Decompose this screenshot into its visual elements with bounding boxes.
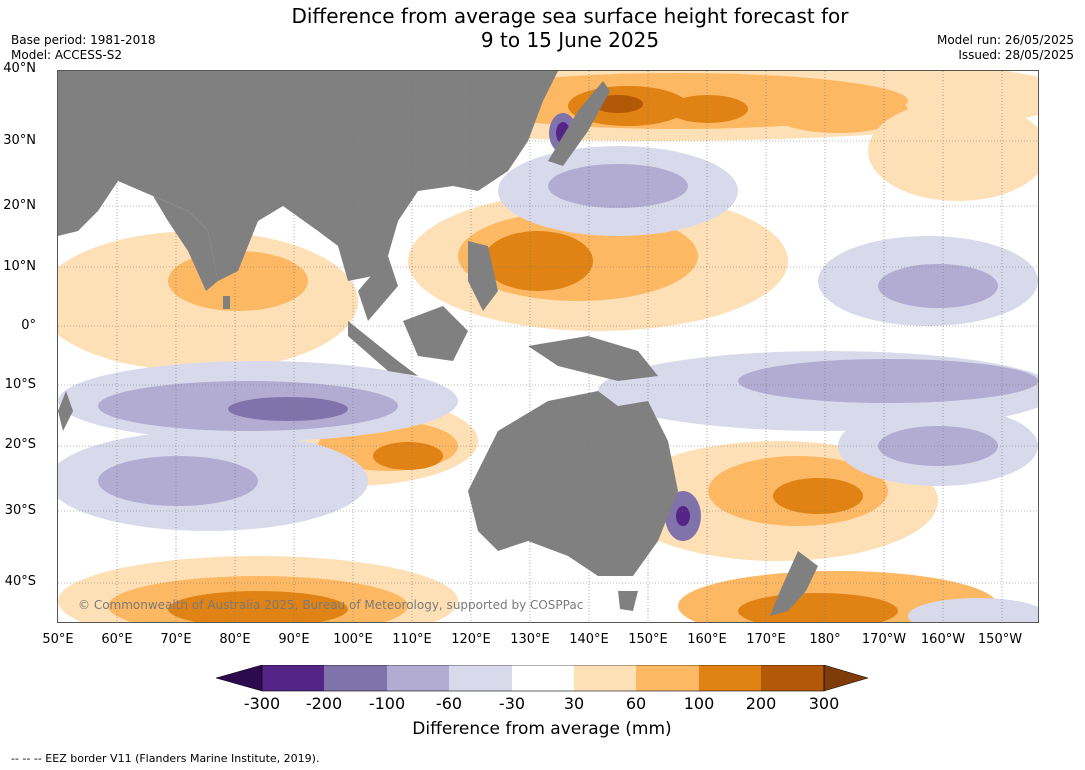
colorbar-swatch bbox=[449, 665, 512, 691]
new-guinea bbox=[528, 336, 658, 381]
lat-label: 20°S bbox=[4, 437, 36, 452]
meta-right: Model run: 26/05/2025 Issued: 28/05/2025 bbox=[937, 33, 1074, 63]
colorbar-title: Difference from average (mm) bbox=[412, 719, 672, 739]
colorbar-swatch bbox=[324, 665, 387, 691]
model-run: Model run: 26/05/2025 bbox=[936, 33, 1074, 47]
philippines bbox=[468, 241, 498, 311]
meta-left: Base period: 1981-2018 Model: ACCESS-S2 bbox=[11, 33, 156, 63]
lat-label: 40°S bbox=[4, 574, 36, 589]
madagascar bbox=[58, 391, 73, 431]
lon-label: 170°E bbox=[746, 632, 786, 647]
sumatra bbox=[348, 321, 418, 376]
lat-label: 40°N bbox=[3, 61, 36, 76]
lon-label: 70°E bbox=[160, 632, 192, 647]
issued-date: Issued: 28/05/2025 bbox=[958, 48, 1074, 62]
title-line-2: 9 to 15 June 2025 bbox=[480, 28, 660, 52]
eez-footnote: -- -- -- EEZ border V11 (Flanders Marine… bbox=[11, 752, 320, 765]
map-title: Difference from average sea surface heig… bbox=[200, 4, 940, 52]
colorbar-low-arrow bbox=[216, 665, 263, 692]
lat-label: 30°N bbox=[3, 133, 36, 148]
colorbar-swatch bbox=[699, 665, 761, 691]
lon-label: 180° bbox=[809, 632, 841, 647]
colorbar bbox=[216, 665, 869, 692]
lon-label: 150°W bbox=[977, 632, 1023, 647]
lon-label: 120°E bbox=[451, 632, 491, 647]
land bbox=[58, 71, 818, 616]
lat-label: 10°N bbox=[3, 259, 36, 274]
india-peninsula bbox=[153, 196, 218, 291]
lon-label: 130°E bbox=[510, 632, 550, 647]
colorbar-tick: -30 bbox=[498, 694, 526, 713]
colorbar-tick: -60 bbox=[435, 694, 463, 713]
indochina bbox=[358, 256, 398, 321]
map-panel bbox=[57, 70, 1039, 623]
colorbar-high-arrow bbox=[823, 665, 869, 692]
colorbar-tick: 100 bbox=[683, 694, 715, 713]
colorbar-swatch bbox=[262, 665, 324, 691]
colorbar-tick: -300 bbox=[243, 694, 281, 713]
borneo bbox=[403, 306, 468, 361]
colorbar-tick: -200 bbox=[305, 694, 343, 713]
colorbar-swatch bbox=[761, 665, 824, 691]
colorbar-tick: 300 bbox=[808, 694, 840, 713]
colorbar-swatch bbox=[636, 665, 699, 691]
lon-label: 110°E bbox=[392, 632, 432, 647]
copyright-text: © Commonwealth of Australia 2025, Bureau… bbox=[78, 598, 584, 612]
lon-label: 60°E bbox=[101, 632, 133, 647]
lon-label: 160°E bbox=[687, 632, 727, 647]
colorbar-swatch bbox=[512, 665, 574, 691]
japan bbox=[548, 81, 610, 166]
lon-label: 80°E bbox=[219, 632, 251, 647]
lon-label: 100°E bbox=[333, 632, 373, 647]
colorbar-tick: -100 bbox=[368, 694, 406, 713]
lat-label: 20°N bbox=[3, 198, 36, 213]
lon-label: 150°E bbox=[628, 632, 668, 647]
new-zealand bbox=[770, 551, 818, 616]
colorbar-tick: 200 bbox=[745, 694, 777, 713]
lat-label: 0° bbox=[21, 318, 36, 333]
lat-label: 30°S bbox=[4, 503, 36, 518]
colorbar-tick: 60 bbox=[625, 694, 647, 713]
model-name: Model: ACCESS-S2 bbox=[11, 48, 123, 62]
gridlines bbox=[58, 71, 1038, 622]
title-line-1: Difference from average sea surface heig… bbox=[291, 4, 849, 28]
lat-label: 10°S bbox=[4, 377, 36, 392]
base-period: Base period: 1981-2018 bbox=[11, 33, 156, 47]
lon-label: 50°E bbox=[42, 632, 74, 647]
lon-label: 140°E bbox=[569, 632, 609, 647]
map-svg bbox=[58, 71, 1038, 622]
colorbar-tick: 30 bbox=[563, 694, 585, 713]
colorbar-swatch bbox=[387, 665, 449, 691]
sri-lanka bbox=[223, 296, 230, 309]
lon-label: 160°W bbox=[920, 632, 966, 647]
colorbar-swatch bbox=[574, 665, 636, 691]
lon-label: 90°E bbox=[278, 632, 310, 647]
tasmania bbox=[618, 591, 638, 611]
lon-label: 170°W bbox=[861, 632, 907, 647]
asia-landmass bbox=[58, 71, 558, 281]
australia bbox=[468, 391, 678, 576]
